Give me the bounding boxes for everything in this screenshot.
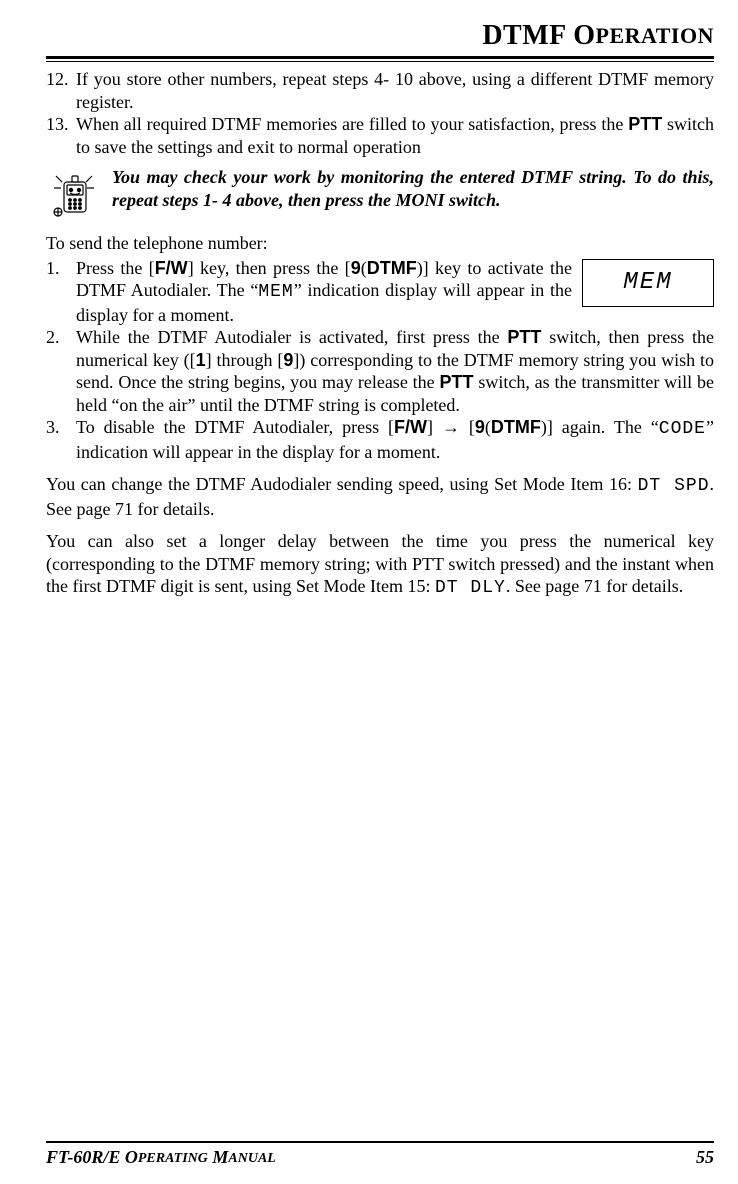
paragraph: You can also set a longer delay between … (46, 530, 714, 600)
lcd-display: MEM (582, 259, 714, 307)
list-number: 3. (46, 416, 76, 463)
paragraph: You can change the DTMF Audodialer sendi… (46, 473, 714, 520)
list-text: While the DTMF Autodialer is activated, … (76, 326, 714, 416)
list-item: 13. When all required DTMF memories are … (46, 113, 714, 158)
header-small: PERATION (596, 23, 715, 48)
header-rule-thin (46, 61, 714, 62)
list-number: 12. (46, 68, 76, 113)
list-text: To disable the DTMF Autodialer, press [F… (76, 416, 714, 463)
list-item: 3. To disable the DTMF Autodialer, press… (46, 416, 714, 463)
note-block: You may check your work by monitoring th… (46, 166, 714, 222)
list-text: MEM Press the [F/W] key, then press the … (76, 257, 714, 327)
list-number: 1. (46, 257, 76, 327)
list-number: 13. (46, 113, 76, 158)
list-item: 2. While the DTMF Autodialer is activate… (46, 326, 714, 416)
continued-list: 12. If you store other numbers, repeat s… (46, 68, 714, 158)
footer-rule (46, 1141, 714, 1143)
send-intro: To send the telephone number: (46, 232, 714, 255)
list-number: 2. (46, 326, 76, 416)
note-text: You may check your work by monitoring th… (112, 166, 714, 211)
send-list: 1. MEM Press the [F/W] key, then press t… (46, 257, 714, 464)
list-item: 12. If you store other numbers, repeat s… (46, 68, 714, 113)
list-text: When all required DTMF memories are fill… (76, 113, 714, 158)
lcd-text: MEM (623, 268, 672, 298)
page-footer: FT-60R/E OPERATING MANUAL 55 (46, 1141, 714, 1168)
footer-left: FT-60R/E OPERATING MANUAL (46, 1147, 276, 1168)
header-rule-thick (46, 56, 714, 59)
page-header: DTMF OPERATION (46, 20, 714, 52)
list-item: 1. MEM Press the [F/W] key, then press t… (46, 257, 714, 327)
page-number: 55 (696, 1147, 714, 1168)
header-main: DTMF O (482, 20, 595, 51)
note-icon (46, 166, 102, 222)
list-text: If you store other numbers, repeat steps… (76, 68, 714, 113)
